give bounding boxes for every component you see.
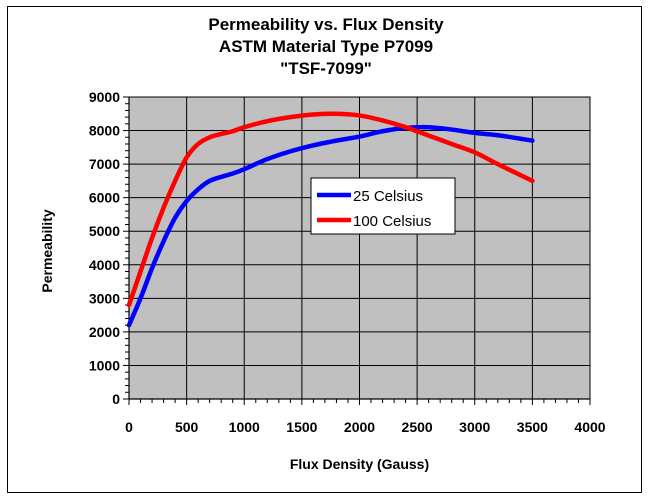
chart-title-line: Permeability vs. Flux Density [208,15,444,34]
x-tick-label: 3000 [459,419,490,435]
x-tick-label: 4000 [574,419,605,435]
legend-label: 100 Celsius [353,213,431,230]
x-tick-label: 0 [125,419,133,435]
y-tick-label: 9000 [89,89,120,105]
y-tick-label: 1000 [89,357,120,373]
y-tick-label: 6000 [89,190,120,206]
chart-title-line: ASTM Material Type P7099 [219,37,433,56]
legend-label: 25 Celsius [353,188,423,205]
x-tick-label: 3500 [517,419,548,435]
y-tick-label: 2000 [89,324,120,340]
legend-box [310,177,456,235]
chart-frame: Permeability vs. Flux Density ASTM Materi… [7,6,642,493]
y-tick-label: 5000 [89,223,120,239]
y-tick-label: 3000 [89,290,120,306]
y-tick-label: 4000 [89,257,120,273]
chart-svg: Permeability vs. Flux Density ASTM Materi… [39,15,606,472]
x-tick-label: 500 [175,419,199,435]
y-tick-label: 7000 [89,156,120,172]
tick-labels: 0 500 1000 1500 2000 2500 3000 3500 4000 0 1000 200… [89,89,606,435]
y-tick-label: 0 [112,391,120,407]
series-line-2 [126,111,535,308]
chart-title-line: "TSF-7099" [280,59,372,78]
gridlines [129,97,590,399]
y-tick-label: 8000 [89,123,120,139]
axes [123,96,591,405]
series-line-1 [126,124,535,328]
x-axis-label: Flux Density (Gauss) [290,456,429,472]
chart-title: Permeability vs. Flux Density ASTM Materi… [208,15,444,78]
y-axis-label: Permeability [39,209,55,292]
x-tick-label: 2000 [344,419,375,435]
x-tick-label: 1500 [286,419,317,435]
legend: 25 Celsius 100 Celsius [310,177,456,235]
series-lines [126,111,535,328]
x-tick-label: 2500 [402,419,433,435]
x-tick-label: 1000 [229,419,260,435]
